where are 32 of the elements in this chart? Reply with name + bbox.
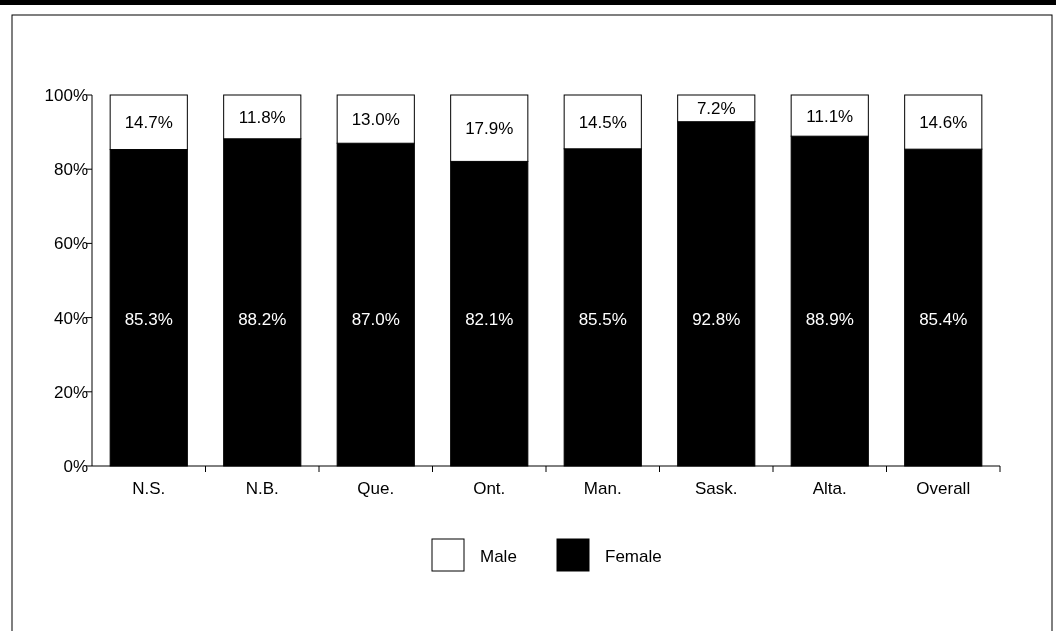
y-tick-label: 100% [44,86,88,105]
y-tick-label: 0% [63,457,88,476]
legend-label: Female [605,547,662,566]
data-label: 11.1% [806,106,854,126]
data-label: 14.7% [124,113,173,133]
data-label: 88.9% [805,309,854,329]
data-label: 13.0% [351,110,400,130]
y-tick-label: 20% [53,382,88,402]
y-tick-label: 40% [53,308,88,328]
x-tick-label: Ont. [473,479,506,498]
data-label: 7.2% [696,99,736,119]
data-label: 85.4% [919,309,968,329]
x-tick-label: Overall [916,479,971,498]
data-label: 17.9% [465,119,514,139]
data-label: 85.3% [124,309,173,329]
data-label: 88.2% [238,309,287,329]
data-label: 14.5% [578,112,627,132]
data-label: 87.0% [351,309,400,329]
y-tick-label: 60% [53,234,88,254]
x-tick-label: Sask. [694,479,738,498]
x-tick-label: Que. [357,479,395,498]
x-tick-label: Alta. [812,479,847,498]
data-label: 82.1% [465,309,514,329]
x-tick-label: N.B. [245,479,279,498]
data-label: 85.5% [578,309,627,329]
legend-label: Male [480,547,517,566]
x-tick-label: Man. [583,479,622,498]
data-label: 14.6% [919,113,968,133]
y-tick-label: 80% [53,160,88,180]
data-label: 11.8% [238,107,286,127]
x-tick-label: N.S. [132,479,166,498]
data-label: 92.8% [692,309,741,329]
